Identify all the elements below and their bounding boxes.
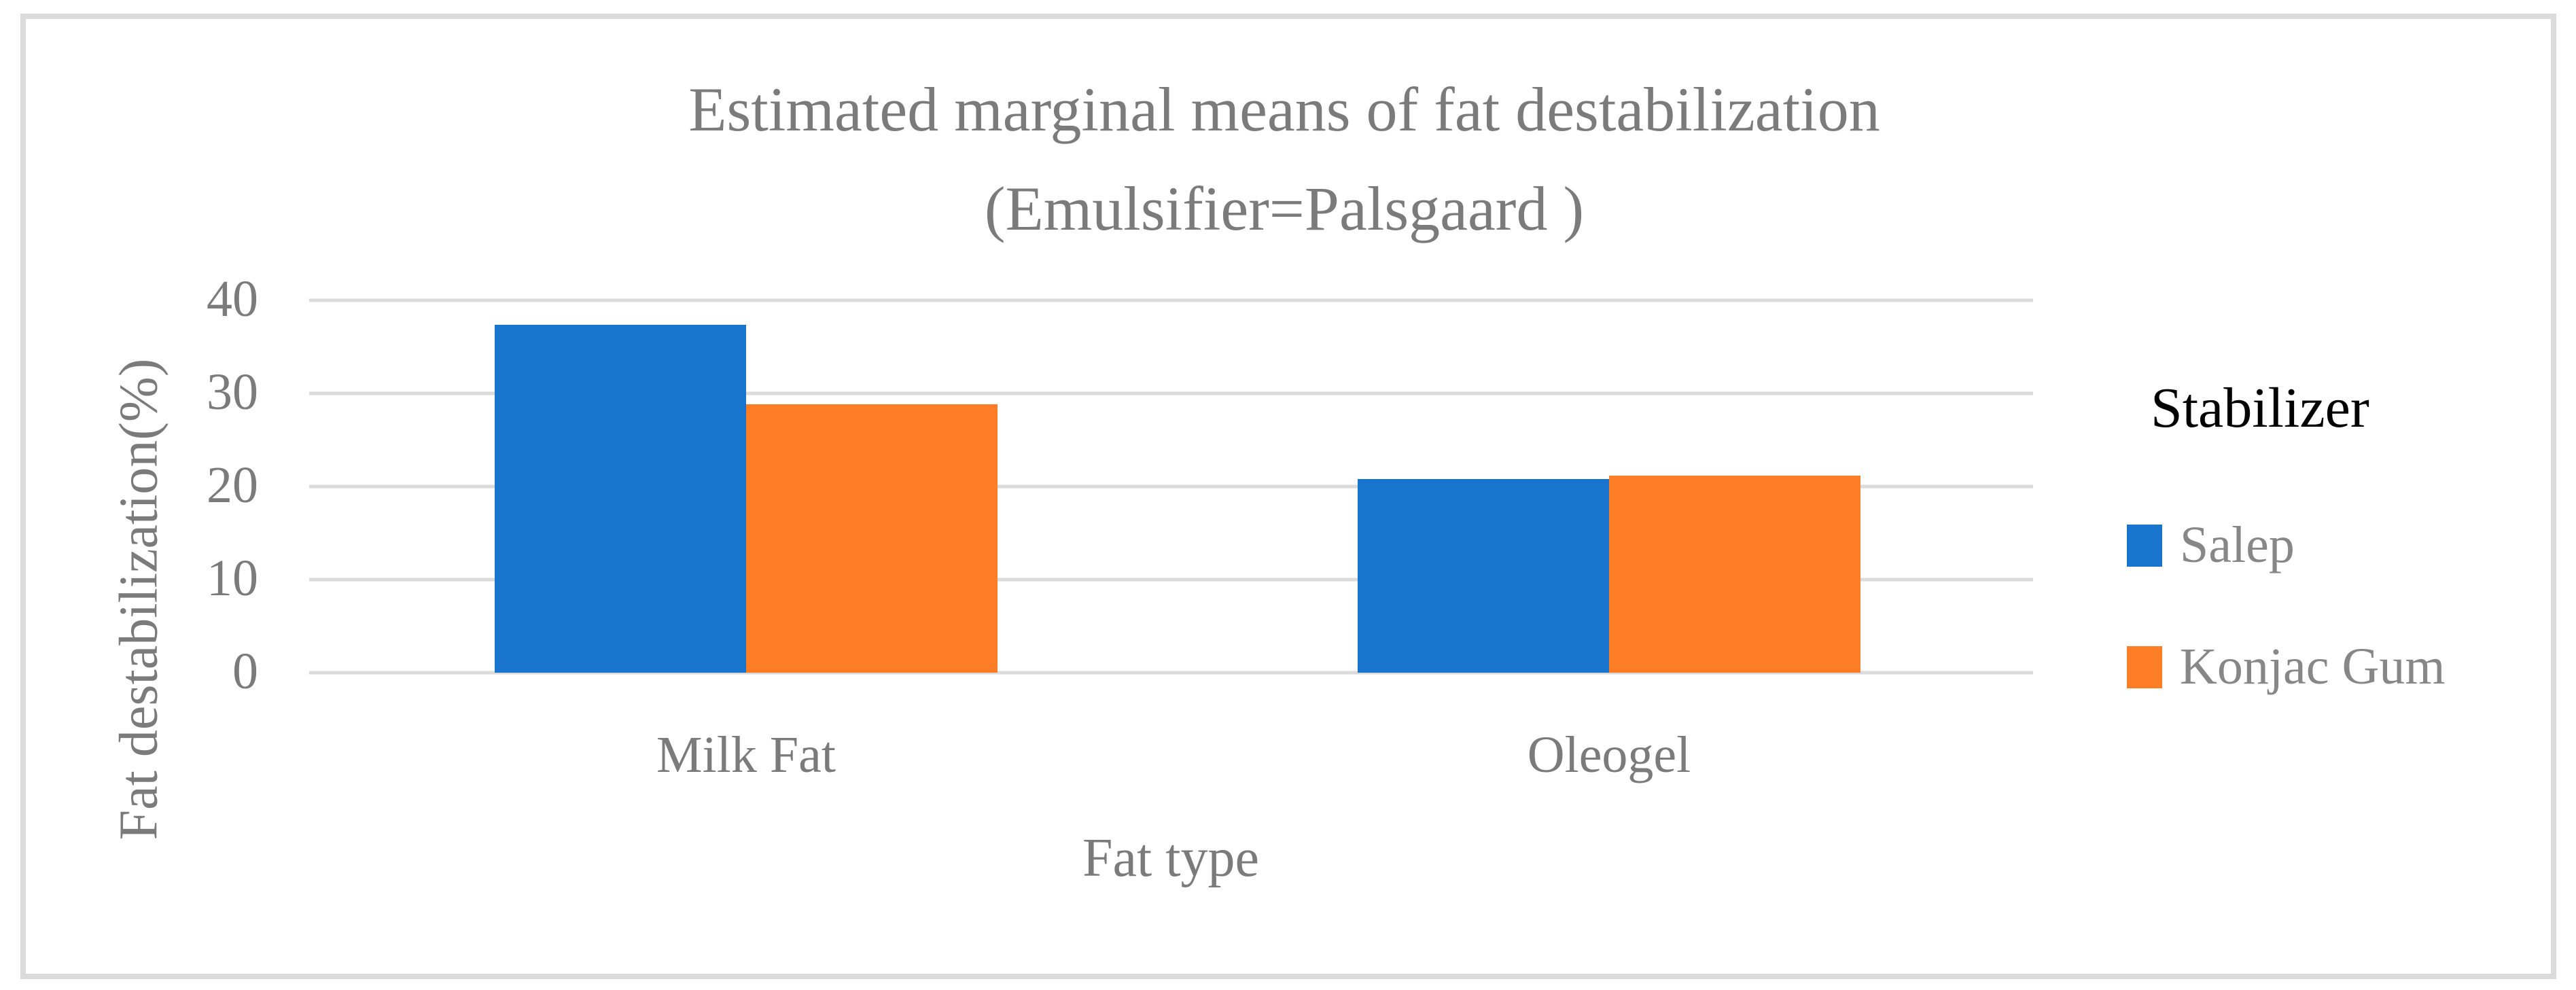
bar-oleogel-salep	[1358, 479, 1609, 673]
y-axis-tick-labels: 40 30 20 10 0	[163, 270, 258, 700]
legend-swatch-icon	[2127, 524, 2162, 567]
y-tick-label-0: 0	[232, 642, 258, 700]
gridline-y-20	[309, 484, 2033, 489]
legend-item-konjac-gum: Konjac Gum	[2127, 637, 2562, 696]
legend-swatch-icon	[2127, 646, 2162, 688]
plot-area	[309, 298, 2033, 675]
bar-milk-fat-konjac-gum	[746, 404, 998, 673]
gridline-y-10	[309, 578, 2033, 582]
chart-title: Estimated marginal means of fat destabil…	[571, 60, 1998, 258]
legend-title: Stabilizer	[2151, 376, 2369, 440]
x-category-label-oleogel: Oleogel	[1527, 726, 1691, 783]
y-tick-label-40: 40	[207, 270, 258, 328]
legend-item-label: Konjac Gum	[2180, 638, 2446, 695]
chart-title-line2: (Emulsifier=Palsgaard )	[984, 174, 1585, 243]
gridline-y-30	[309, 391, 2033, 395]
y-axis-title: Fat destabilization(%)	[109, 358, 169, 841]
gridline-y-40	[309, 298, 2033, 302]
y-tick-label-30: 30	[207, 363, 258, 421]
legend-items: Salep Konjac Gum	[2127, 516, 2562, 696]
y-tick-label-20: 20	[207, 456, 258, 514]
legend: Stabilizer Salep Konjac Gum	[2127, 375, 2562, 759]
gridline-y-0	[309, 671, 2033, 675]
y-tick-label-10: 10	[207, 549, 258, 607]
x-axis-title: Fat type	[1082, 828, 1259, 888]
figure-border	[20, 14, 2556, 979]
x-category-label-milk-fat: Milk Fat	[656, 726, 836, 783]
legend-item-label: Salep	[2180, 516, 2295, 573]
bar-oleogel-konjac-gum	[1609, 476, 1860, 673]
chart-title-line1: Estimated marginal means of fat destabil…	[688, 75, 1880, 144]
legend-item-salep: Salep	[2127, 516, 2562, 575]
x-axis-category-labels: Milk Fat Oleogel	[309, 726, 2033, 794]
bar-milk-fat-salep	[495, 325, 746, 673]
